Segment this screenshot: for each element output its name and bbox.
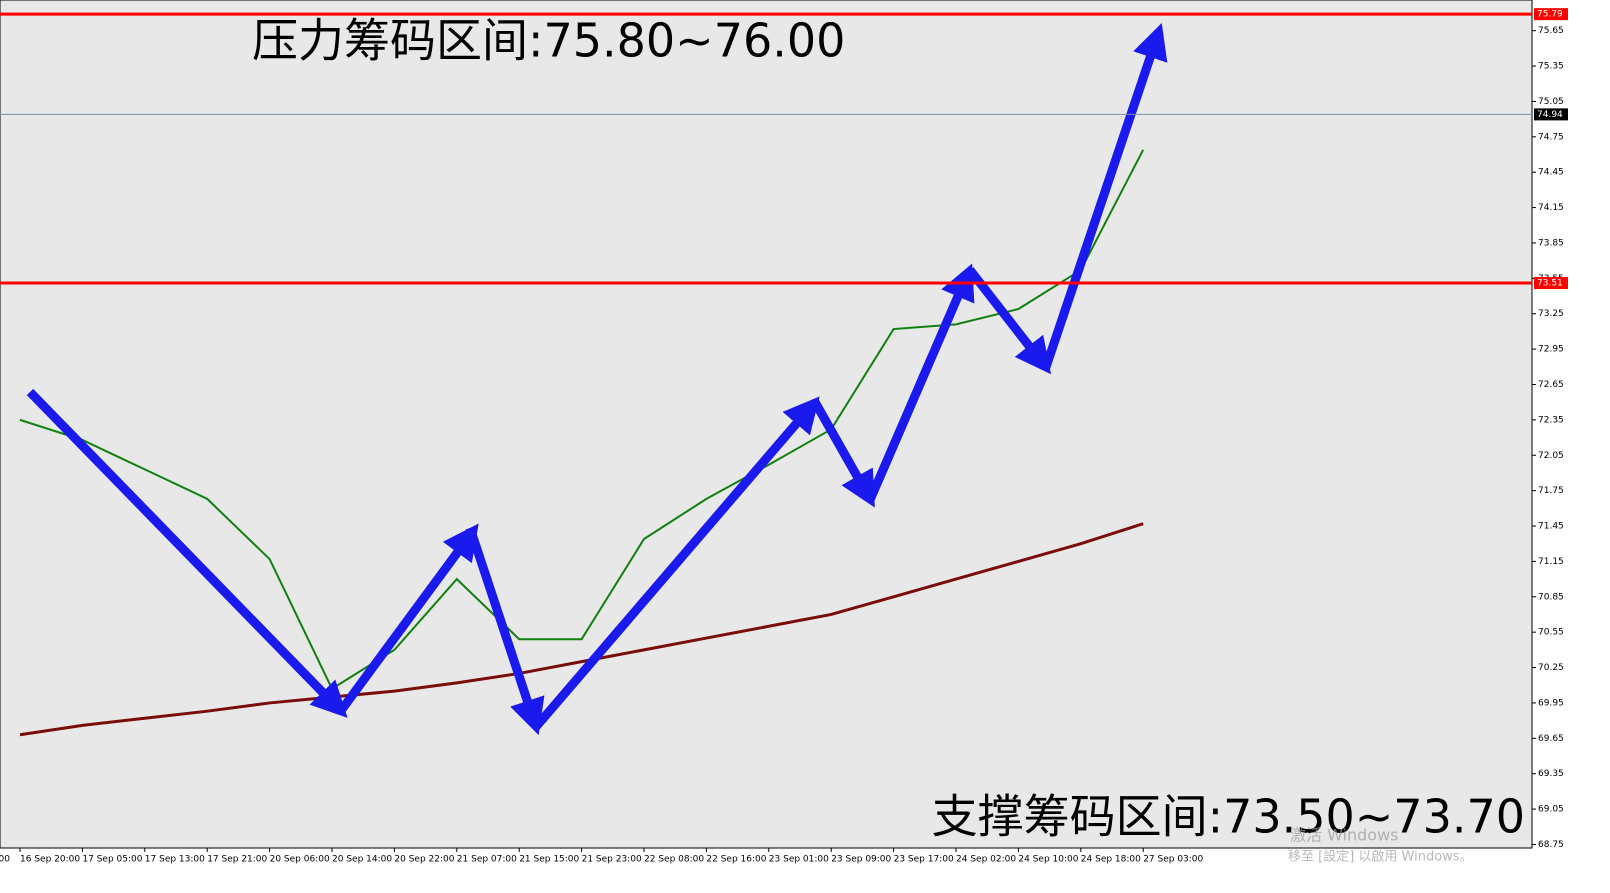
y-tick-label: 70.85 xyxy=(1538,592,1564,602)
y-tick-label: 74.45 xyxy=(1538,168,1564,178)
level-label: 75.79 xyxy=(1537,10,1563,20)
y-tick-label: 69.65 xyxy=(1538,734,1564,744)
x-tick-label: 00 xyxy=(0,855,10,865)
x-tick-label: 17 Sep 21:00 xyxy=(207,855,267,865)
x-tick-label: 20 Sep 22:00 xyxy=(394,855,454,865)
x-tick-label: 23 Sep 01:00 xyxy=(769,855,829,865)
y-tick-label: 75.05 xyxy=(1538,97,1564,107)
watermark: 激活 Windows xyxy=(1290,826,1399,845)
y-tick-label: 75.65 xyxy=(1538,26,1564,36)
price-line xyxy=(19,522,1144,737)
x-tick-label: 16 Sep 20:00 xyxy=(20,855,80,865)
level-tag xyxy=(1534,277,1568,290)
y-tick-label: 74.75 xyxy=(1538,132,1564,142)
x-tick-label: 22 Sep 08:00 xyxy=(644,855,704,865)
watermark: 移至 [設定] 以啟用 Windows。 xyxy=(1288,849,1473,865)
y-tick-label: 70.55 xyxy=(1538,628,1564,638)
plot-area xyxy=(0,0,1533,849)
y-tick-label: 73.25 xyxy=(1538,309,1564,319)
y-tick-label: 70.25 xyxy=(1538,663,1564,673)
x-tick-label: 22 Sep 16:00 xyxy=(706,855,766,865)
level-tag xyxy=(1534,8,1568,21)
y-tick-label: 74.15 xyxy=(1538,203,1564,213)
x-tick-label: 23 Sep 17:00 xyxy=(894,855,954,865)
y-tick-label: 71.15 xyxy=(1538,557,1564,567)
x-tick-label: 21 Sep 23:00 xyxy=(582,855,642,865)
annotation: 支撑筹码区间:73.50~73.70 xyxy=(932,790,1525,844)
y-tick-label: 68.75 xyxy=(1538,840,1564,850)
x-tick-label: 17 Sep 05:00 xyxy=(82,855,142,865)
y-tick-label: 69.35 xyxy=(1538,769,1564,779)
x-tick-label: 27 Sep 03:00 xyxy=(1143,855,1203,865)
x-tick-label: 20 Sep 14:00 xyxy=(332,855,392,865)
y-tick-label: 71.45 xyxy=(1538,522,1564,532)
x-tick-label: 17 Sep 13:00 xyxy=(145,855,205,865)
x-tick-label: 20 Sep 06:00 xyxy=(270,855,330,865)
y-tick-label: 69.05 xyxy=(1538,805,1564,815)
price-line xyxy=(19,149,1145,691)
x-tick-label: 24 Sep 18:00 xyxy=(1081,855,1141,865)
x-tick-label: 21 Sep 15:00 xyxy=(519,855,579,865)
y-tick-label: 72.65 xyxy=(1538,380,1564,390)
annotation: 压力筹码区间:75.80~76.00 xyxy=(252,14,845,68)
price-tag xyxy=(1534,108,1568,121)
y-tick-label: 71.75 xyxy=(1538,486,1564,496)
y-tick-label: 69.95 xyxy=(1538,698,1564,708)
current-price-label: 74.94 xyxy=(1537,110,1563,120)
y-tick-label: 75.35 xyxy=(1538,62,1564,72)
x-tick-label: 21 Sep 07:00 xyxy=(457,855,517,865)
y-tick-label: 72.95 xyxy=(1538,345,1564,355)
y-tick-label: 72.05 xyxy=(1538,451,1564,461)
x-tick-label: 23 Sep 09:00 xyxy=(831,855,891,865)
x-tick-label: 24 Sep 02:00 xyxy=(956,855,1016,865)
level-label: 73.51 xyxy=(1537,279,1563,289)
y-tick-label: 73.85 xyxy=(1538,238,1564,248)
y-tick-label: 72.35 xyxy=(1538,415,1564,425)
trend-arrows xyxy=(26,22,1168,736)
x-tick-label: 24 Sep 10:00 xyxy=(1018,855,1078,865)
